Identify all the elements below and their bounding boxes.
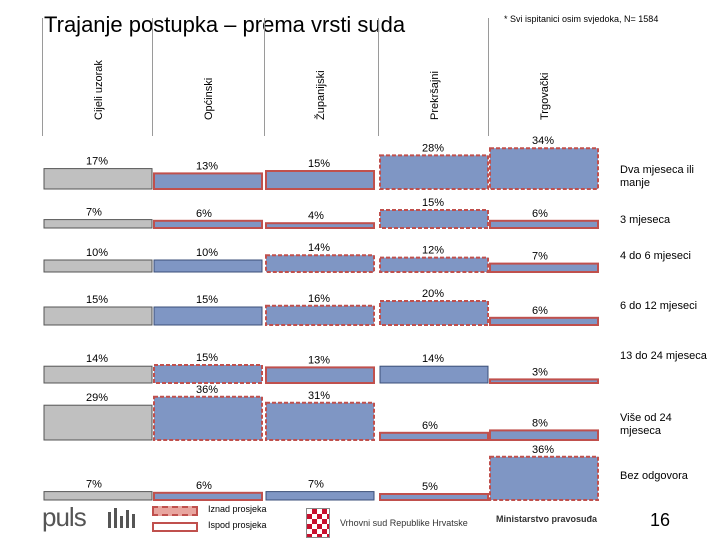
bar-label-4-4: 3% [532, 366, 548, 378]
bar-label-0-5: 29% [86, 392, 108, 404]
page-number: 16 [650, 510, 671, 530]
bar-2-5 [265, 401, 375, 441]
bar-4-5 [489, 429, 599, 441]
bar-label-2-2: 14% [308, 242, 330, 254]
bar-label-1-2: 10% [196, 247, 218, 259]
bar-0-2 [43, 259, 153, 273]
bar-4-0 [489, 147, 599, 190]
bar-0-4 [43, 365, 153, 384]
bar-label-2-6: 7% [308, 479, 324, 491]
bar-2-2 [265, 254, 375, 273]
puls-logo-bars [106, 506, 138, 528]
bar-label-4-5: 8% [532, 417, 548, 429]
sample-note: * Svi ispitanici osim svjedoka, N= 1584 [504, 14, 659, 24]
row-label-0: Dva mjeseca ili manje [620, 164, 694, 189]
bar-1-5 [153, 395, 263, 441]
bar-label-2-0: 15% [308, 158, 330, 170]
bar-label-3-1: 15% [422, 197, 444, 209]
bar-label-4-3: 6% [532, 305, 548, 317]
bar-2-3 [265, 304, 375, 326]
bar-label-0-2: 10% [86, 247, 108, 259]
bar-2-1 [265, 222, 375, 229]
bar-1-6 [153, 491, 263, 501]
bar-label-3-5: 6% [422, 420, 438, 432]
bar-0-5 [43, 404, 153, 441]
supreme-court-label: Vrhovni sud Republike Hrvatske [340, 518, 468, 528]
bar-label-1-5: 36% [196, 384, 218, 396]
bar-label-2-5: 31% [308, 390, 330, 402]
legend-below-swatch [152, 522, 198, 532]
bar-3-0 [379, 154, 489, 190]
bar-label-4-6: 36% [532, 444, 554, 456]
bar-label-1-6: 6% [196, 480, 212, 492]
bar-3-4 [379, 365, 489, 384]
bar-label-1-1: 6% [196, 208, 212, 220]
bar-1-2 [153, 259, 263, 273]
column-header-2: Županijski [264, 18, 376, 136]
bar-label-0-4: 14% [86, 353, 108, 365]
bar-4-6 [489, 455, 599, 501]
bar-label-4-2: 7% [532, 251, 548, 263]
bar-1-1 [153, 219, 263, 230]
bar-4-4 [489, 378, 599, 384]
legend-below-label: Ispod prosjeka [208, 520, 267, 530]
page-title: Trajanje postupka – prema vrsti suda [44, 12, 406, 37]
row-label-4: 13 do 24 mjeseca [620, 350, 707, 362]
bar-label-3-0: 28% [422, 142, 444, 154]
bar-label-0-6: 7% [86, 479, 102, 491]
croatian-crest-icon [306, 508, 330, 538]
bar-label-1-0: 13% [196, 160, 218, 172]
bar-3-5 [379, 431, 489, 441]
row-label-5: Više od 24 mjeseca [620, 412, 672, 437]
bar-4-1 [489, 219, 599, 230]
column-header-0: Cijeli uzorak [42, 18, 154, 136]
bar-1-3 [153, 306, 263, 326]
bar-label-3-6: 5% [422, 481, 438, 493]
bar-label-1-3: 15% [196, 294, 218, 306]
bar-label-4-1: 6% [532, 208, 548, 220]
legend-above-swatch [152, 506, 198, 516]
bar-3-3 [379, 300, 489, 326]
column-header-3: Prekršajni [378, 18, 490, 136]
bar-1-4 [153, 364, 263, 384]
puls-logo: puls [42, 502, 87, 532]
row-label-6: Bez odgovora [620, 470, 688, 482]
ministry-label: Ministarstvo pravosuđa [496, 514, 598, 524]
row-label-1: 3 mjeseca [620, 214, 671, 226]
row-label-2: 4 do 6 mjeseci [620, 250, 691, 262]
bar-0-6 [43, 491, 153, 501]
column-header-4: Trgovački [488, 18, 600, 136]
row-label-3: 6 do 12 mjeseci [620, 300, 698, 312]
bar-2-0 [265, 170, 375, 190]
bar-label-2-1: 4% [308, 210, 324, 222]
bar-label-0-3: 15% [86, 294, 108, 306]
bar-2-6 [265, 491, 375, 501]
bar-2-4 [265, 366, 375, 384]
bar-3-2 [379, 256, 489, 274]
column-header-1: Općinski [152, 18, 264, 136]
bar-label-0-0: 17% [86, 156, 108, 168]
bar-label-3-4: 14% [422, 353, 444, 365]
bar-0-0 [43, 168, 153, 190]
bar-label-4-0: 34% [532, 135, 554, 147]
bar-3-1 [379, 209, 489, 229]
bar-label-1-4: 15% [196, 352, 218, 364]
bar-label-0-1: 7% [86, 207, 102, 219]
bar-0-3 [43, 306, 153, 326]
bar-label-3-3: 20% [422, 288, 444, 300]
bar-0-1 [43, 219, 153, 229]
bar-4-3 [489, 316, 599, 326]
bar-1-0 [153, 172, 263, 190]
bar-label-2-3: 16% [308, 293, 330, 305]
bar-4-2 [489, 262, 599, 274]
bar-label-3-2: 12% [422, 245, 444, 257]
legend-above-label: Iznad prosjeka [208, 504, 267, 514]
bar-3-6 [379, 493, 489, 501]
bar-label-2-4: 13% [308, 354, 330, 366]
